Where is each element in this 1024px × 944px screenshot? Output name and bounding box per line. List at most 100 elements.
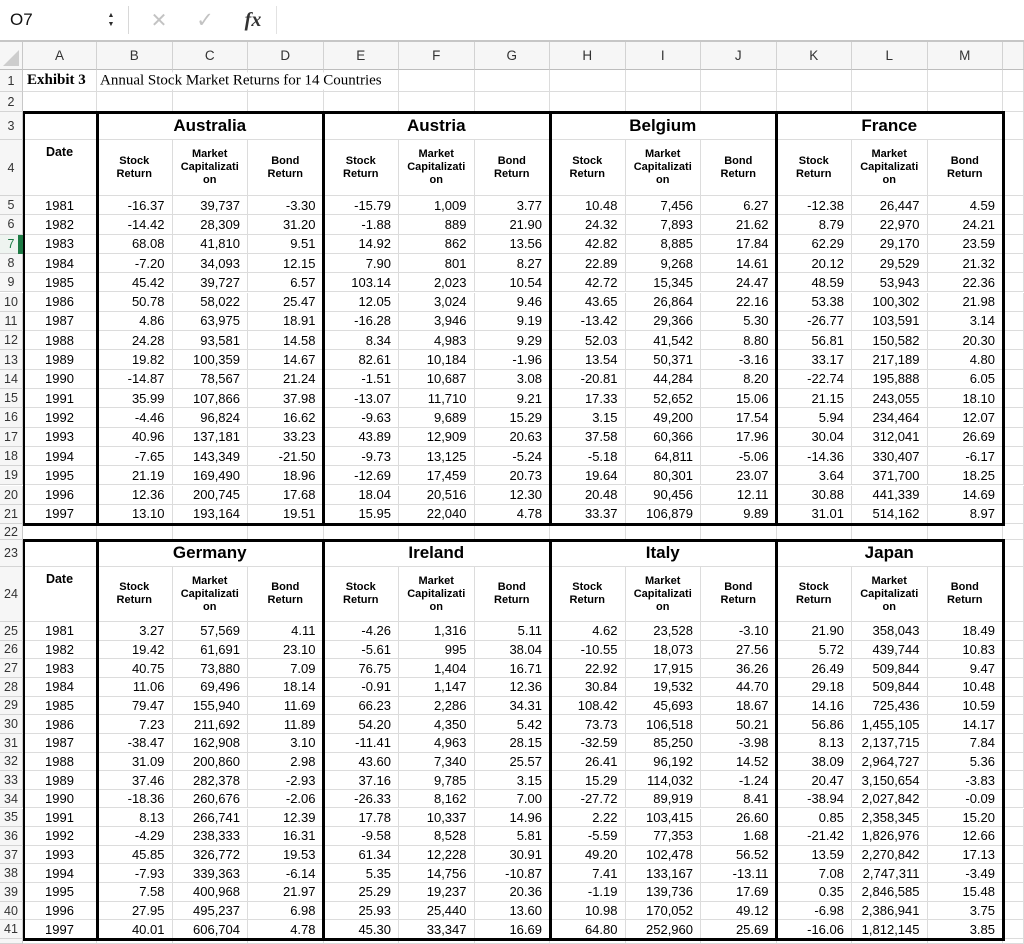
cell-N12[interactable] [1003,331,1024,351]
cell-B29[interactable]: 79.47 [97,696,173,716]
confirm-icon[interactable]: ✓ [196,8,214,32]
cell-F13[interactable]: 10,184 [399,350,475,370]
col-header-A[interactable]: A [23,42,97,70]
cell-H18[interactable]: -5.18 [550,446,626,467]
cell-K12[interactable]: 56.81 [776,331,852,351]
row-header-1[interactable]: 1 [0,70,23,92]
cell-I5[interactable]: 7,456 [625,196,701,216]
cell-E9[interactable]: 103.14 [323,273,399,293]
cell-F27[interactable]: 1,404 [399,659,475,678]
col-header-I[interactable]: I [625,42,701,70]
cell-D29[interactable]: 11.69 [248,696,324,716]
cell-G36[interactable]: 5.81 [474,827,550,846]
cell-D6[interactable]: 31.20 [248,215,324,235]
col-header-L[interactable]: L [852,42,928,70]
row-header-10[interactable]: 10 [0,292,23,312]
row-header-36[interactable]: 36 [0,827,23,846]
cell-K9[interactable]: 48.59 [776,273,852,293]
cell-C15[interactable]: 107,866 [172,389,248,409]
cell-E8[interactable]: 7.90 [323,253,399,274]
cell-E40[interactable]: 25.93 [323,901,399,921]
cell-J10[interactable]: 22.16 [701,292,777,312]
cell-B17[interactable]: 40.96 [97,427,173,447]
cell-J6[interactable]: 21.62 [701,215,777,235]
cell-I34[interactable]: 89,919 [625,789,701,809]
cell-H10[interactable]: 43.65 [550,292,626,312]
cell-H30[interactable]: 73.73 [550,715,626,734]
cell-N1[interactable] [1003,70,1024,92]
cell-A15-year[interactable]: 1991 [23,389,97,409]
row-header-7[interactable]: 7 [0,234,23,254]
cell-J34[interactable]: 8.41 [701,789,777,809]
cell-B37[interactable]: 45.85 [97,845,173,865]
cell-G16[interactable]: 15.29 [474,408,550,428]
cell-F29[interactable]: 2,286 [399,696,475,716]
cell-G19[interactable]: 20.73 [474,466,550,486]
cell-F15[interactable]: 11,710 [399,389,475,409]
cell-B25[interactable]: 3.27 [97,622,173,641]
cell-B13[interactable]: 19.82 [97,350,173,370]
cell-B9[interactable]: 45.42 [97,273,173,293]
cell-J29[interactable]: 18.67 [701,696,777,716]
cell-J27[interactable]: 36.26 [701,659,777,678]
cell-I7[interactable]: 8,885 [625,234,701,254]
cell-J18[interactable]: -5.06 [701,446,777,467]
cell-N37[interactable] [1003,845,1024,865]
cell-H2[interactable] [550,92,626,112]
cell-J8[interactable]: 14.61 [701,253,777,274]
cell-E38[interactable]: 5.35 [323,864,399,884]
cell-L1[interactable] [852,70,928,92]
row-header-8[interactable]: 8 [0,253,23,274]
cell-G13[interactable]: -1.96 [474,350,550,370]
cell-D33[interactable]: -2.93 [248,771,324,790]
cell-B39[interactable]: 7.58 [97,883,173,902]
cell-A18-year[interactable]: 1994 [23,446,97,467]
cell-N7[interactable] [1003,234,1024,254]
cell-F38[interactable]: 14,756 [399,864,475,884]
cell-G34[interactable]: 7.00 [474,789,550,809]
cell-I28[interactable]: 19,532 [625,677,701,697]
cell-G6[interactable]: 21.90 [474,215,550,235]
row-header-40[interactable]: 40 [0,901,23,921]
cell-B35[interactable]: 8.13 [97,808,173,828]
cell-K11[interactable]: -26.77 [776,311,852,332]
cell-H34[interactable]: -27.72 [550,789,626,809]
cell-K15[interactable]: 21.15 [776,389,852,409]
cell-K38[interactable]: 7.08 [776,864,852,884]
col-header-C[interactable]: C [172,42,248,70]
cell-N17[interactable] [1003,427,1024,447]
cell-L13[interactable]: 217,189 [852,350,928,370]
cell-N10[interactable] [1003,292,1024,312]
cell-A40-year[interactable]: 1996 [23,901,97,921]
cell-B26[interactable]: 19.42 [97,640,173,660]
cell-C16[interactable]: 96,824 [172,408,248,428]
cell-G35[interactable]: 14.96 [474,808,550,828]
cell-A42[interactable] [23,939,97,944]
cell-A10-year[interactable]: 1986 [23,292,97,312]
cell-I25[interactable]: 23,528 [625,622,701,641]
cell-C39[interactable]: 400,968 [172,883,248,902]
cell-J7[interactable]: 17.84 [701,234,777,254]
cell-E6[interactable]: -1.88 [323,215,399,235]
cell-A30-year[interactable]: 1986 [23,715,97,734]
cell-D18[interactable]: -21.50 [248,446,324,467]
row-header-28[interactable]: 28 [0,677,23,697]
cell-M11[interactable]: 3.14 [927,311,1003,332]
cell-M27[interactable]: 9.47 [927,659,1003,678]
cell-C27[interactable]: 73,880 [172,659,248,678]
cell-H26[interactable]: -10.55 [550,640,626,660]
cell-G42[interactable] [474,939,550,944]
cell-N6[interactable] [1003,215,1024,235]
cell-I32[interactable]: 96,192 [625,752,701,772]
cell-J17[interactable]: 17.96 [701,427,777,447]
cell-K40[interactable]: -6.98 [776,901,852,921]
cell-A17-year[interactable]: 1993 [23,427,97,447]
cell-N33[interactable] [1003,771,1024,790]
cell-A23[interactable] [23,540,97,567]
cell-M10[interactable]: 21.98 [927,292,1003,312]
cell-M25[interactable]: 18.49 [927,622,1003,641]
cell-D19[interactable]: 18.96 [248,466,324,486]
cell-K34[interactable]: -38.94 [776,789,852,809]
cell-E10[interactable]: 12.05 [323,292,399,312]
cell-B14[interactable]: -14.87 [97,369,173,389]
